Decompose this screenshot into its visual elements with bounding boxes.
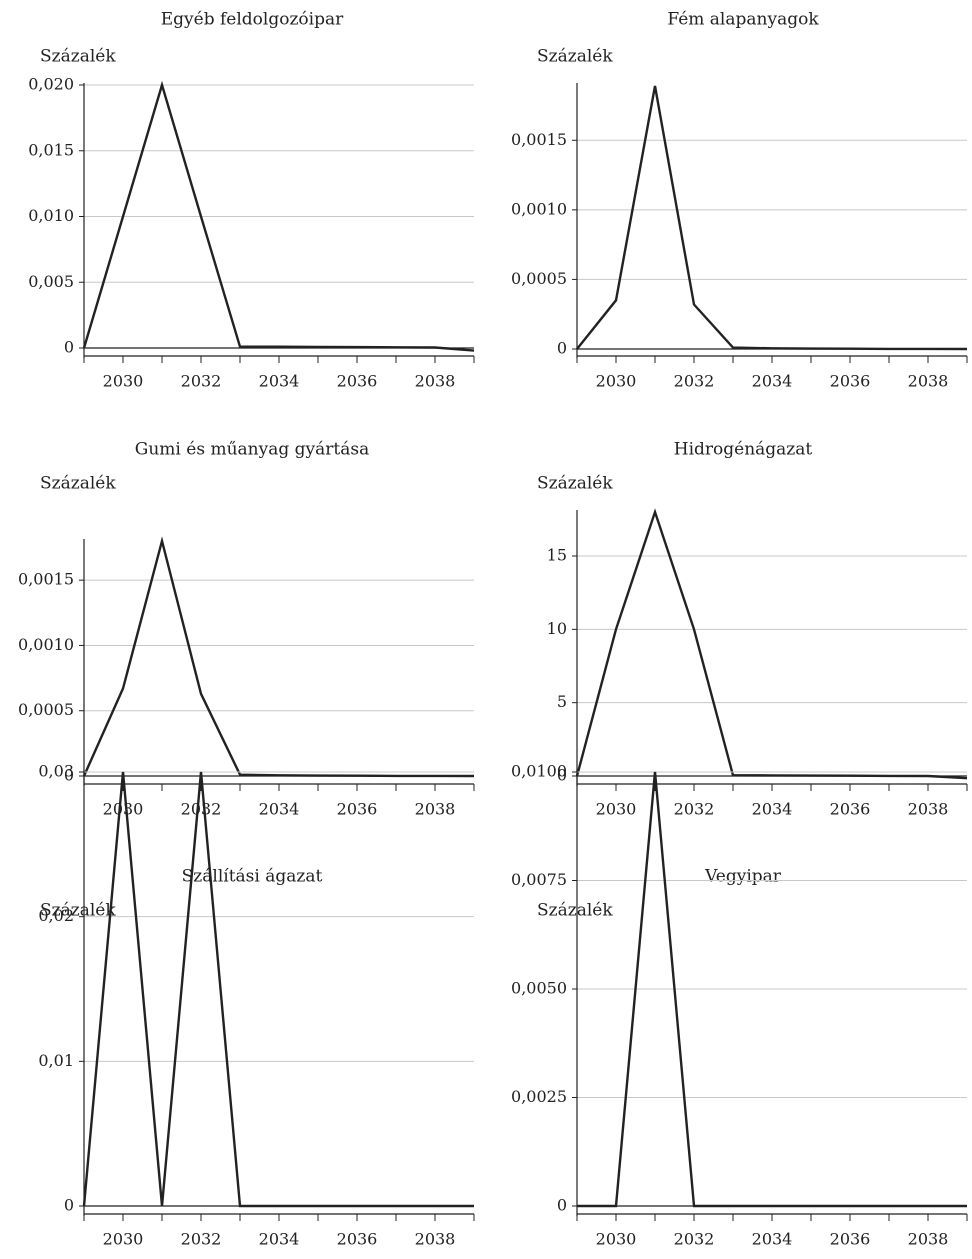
x-tick-label: 2032 — [674, 372, 715, 391]
chart-title: Fém alapanyagok — [667, 10, 819, 30]
y-tick-label: 0,0050 — [511, 979, 567, 998]
chart-panel-4: Hidrogénágazat Százalék 0 5 10 15 2030 2032 2034… — [537, 440, 968, 819]
y-tick-label: 0,02 — [38, 906, 74, 925]
y-tick-label: 0 — [557, 1196, 567, 1215]
y-tick-label: 0,0100 — [511, 762, 567, 781]
chart-panel-3: Gumi és műanyag gyártása Százalék 0 0,0005 0… — [18, 440, 475, 819]
x-tick-label: 2038 — [908, 800, 949, 819]
x-tick-label: 2034 — [259, 1230, 300, 1249]
y-axis-unit: Százalék — [537, 47, 613, 67]
x-tick-label: 2038 — [908, 372, 949, 391]
y-tick-label: 0,0005 — [18, 700, 74, 719]
x-tick-label: 2036 — [830, 372, 871, 391]
y-axis-unit: Százalék — [40, 474, 116, 494]
chart-title: Egyéb feldolgozóipar — [161, 10, 344, 30]
x-tick-label: 2030 — [596, 1230, 637, 1249]
x-tick-label: 2032 — [674, 1230, 715, 1249]
y-tick-label: 0,03 — [38, 762, 74, 781]
x-tick-label: 2036 — [830, 1230, 871, 1249]
y-tick-label: 0,01 — [38, 1051, 74, 1070]
x-tick-label: 2038 — [415, 1230, 456, 1249]
x-tick-label: 2032 — [181, 800, 222, 819]
chart-panel-2: Fém alapanyagok Százalék 0 0,0005 0,0010 0,00… — [511, 10, 968, 391]
chart-panel-1: Egyéb feldolgozóipar Százalék 0 0,005 0,010 0… — [28, 10, 475, 391]
x-tick-label: 2036 — [830, 800, 871, 819]
x-tick-label: 2032 — [181, 1230, 222, 1249]
series-line — [575, 508, 968, 780]
series-line — [576, 85, 968, 351]
x-tick-label: 2034 — [259, 372, 300, 391]
x-tick-label: 2038 — [415, 800, 456, 819]
chart-title: Szállítási ágazat — [182, 867, 323, 887]
series-line — [82, 536, 475, 778]
y-tick-label: 0,0010 — [511, 199, 567, 218]
y-tick-label: 0,0025 — [511, 1087, 567, 1106]
y-tick-label: 0,020 — [28, 75, 74, 94]
chart-panel-6: Vegyipar Százalék 0 0,0025 0,0050 0,0075 0,010… — [511, 762, 968, 1249]
x-tick-label: 2030 — [103, 372, 144, 391]
x-tick-label: 2038 — [415, 372, 456, 391]
series-line — [82, 80, 475, 352]
x-tick-label: 2030 — [103, 1230, 144, 1249]
y-tick-label: 0 — [64, 338, 74, 357]
x-tick-label: 2038 — [908, 1230, 949, 1249]
chart-panel-5: Szállítási ágazat Százalék 0 0,01 0,02 0,03 20… — [38, 762, 475, 1249]
y-tick-label: 0 — [557, 766, 567, 785]
y-tick-label: 0,0010 — [18, 635, 74, 654]
y-axis-unit: Százalék — [537, 901, 613, 921]
chart-title: Gumi és műanyag gyártása — [135, 440, 369, 460]
x-tick-label: 2034 — [752, 372, 793, 391]
y-tick-label: 0,0015 — [511, 130, 567, 149]
y-tick-label: 5 — [557, 692, 567, 711]
y-axis-unit: Százalék — [40, 47, 116, 67]
x-tick-label: 2030 — [596, 372, 637, 391]
y-tick-label: 0,005 — [28, 272, 74, 291]
y-tick-label: 10 — [547, 619, 567, 638]
y-axis-unit: Százalék — [40, 901, 116, 921]
y-tick-label: 0,010 — [28, 206, 74, 225]
x-tick-label: 2030 — [596, 800, 637, 819]
y-tick-label: 0,015 — [28, 140, 74, 159]
x-tick-label: 2032 — [181, 372, 222, 391]
x-tick-label: 2036 — [337, 1230, 378, 1249]
x-tick-label: 2034 — [752, 1230, 793, 1249]
x-tick-label: 2036 — [337, 800, 378, 819]
chart-title: Vegyipar — [704, 867, 782, 887]
series-line — [82, 771, 474, 1208]
x-tick-label: 2034 — [259, 800, 300, 819]
y-tick-label: 15 — [547, 546, 567, 565]
y-tick-label: 0,0015 — [18, 570, 74, 589]
y-tick-label: 0 — [64, 1196, 74, 1215]
y-tick-label: 0,0075 — [511, 870, 567, 889]
chart-title: Hidrogénágazat — [674, 440, 813, 460]
x-tick-label: 2030 — [103, 800, 144, 819]
x-tick-label: 2036 — [337, 372, 378, 391]
x-tick-label: 2034 — [752, 800, 793, 819]
x-tick-label: 2032 — [674, 800, 715, 819]
y-axis-unit: Százalék — [537, 474, 613, 494]
y-tick-label: 0,0005 — [511, 269, 567, 288]
y-tick-label: 0 — [64, 766, 74, 785]
y-tick-label: 0 — [557, 339, 567, 358]
